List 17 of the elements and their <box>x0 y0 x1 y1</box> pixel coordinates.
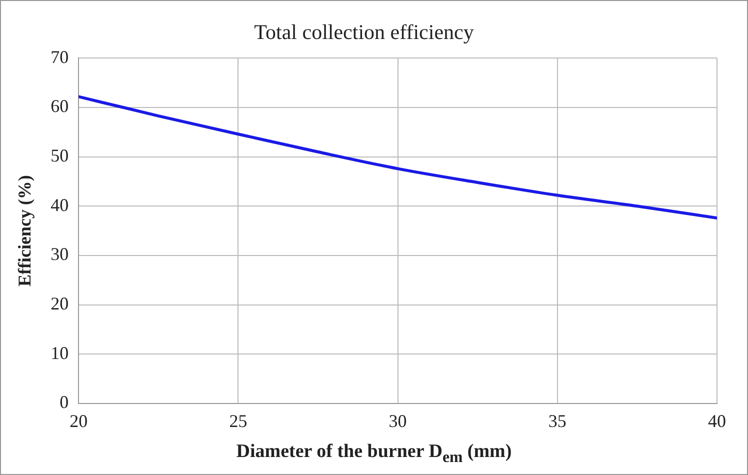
x-tick-label: 30 <box>388 410 407 431</box>
chart-title: Total collection efficiency <box>254 20 474 44</box>
x-tick-label: 40 <box>708 410 726 431</box>
y-tick-label: 20 <box>50 294 69 314</box>
y-axis-title: Efficiency (%) <box>14 175 34 287</box>
line-series <box>78 95 717 220</box>
y-tick-label: 40 <box>50 194 69 215</box>
x-axis-title: Diameter of the burner D$_{em}$ (mm) <box>235 441 513 467</box>
x-tick-label: 25 <box>229 410 248 431</box>
x-tick-label: 35 <box>548 410 566 431</box>
y-tick-label: 0 <box>60 392 69 412</box>
y-tick-label: 50 <box>50 146 69 166</box>
y-tick-label: 10 <box>50 342 69 363</box>
y-tick-label: 60 <box>50 96 69 116</box>
y-tick-label: 30 <box>50 244 69 264</box>
x-tick-label: 20 <box>70 410 88 431</box>
y-tick-label: 70 <box>50 46 69 67</box>
